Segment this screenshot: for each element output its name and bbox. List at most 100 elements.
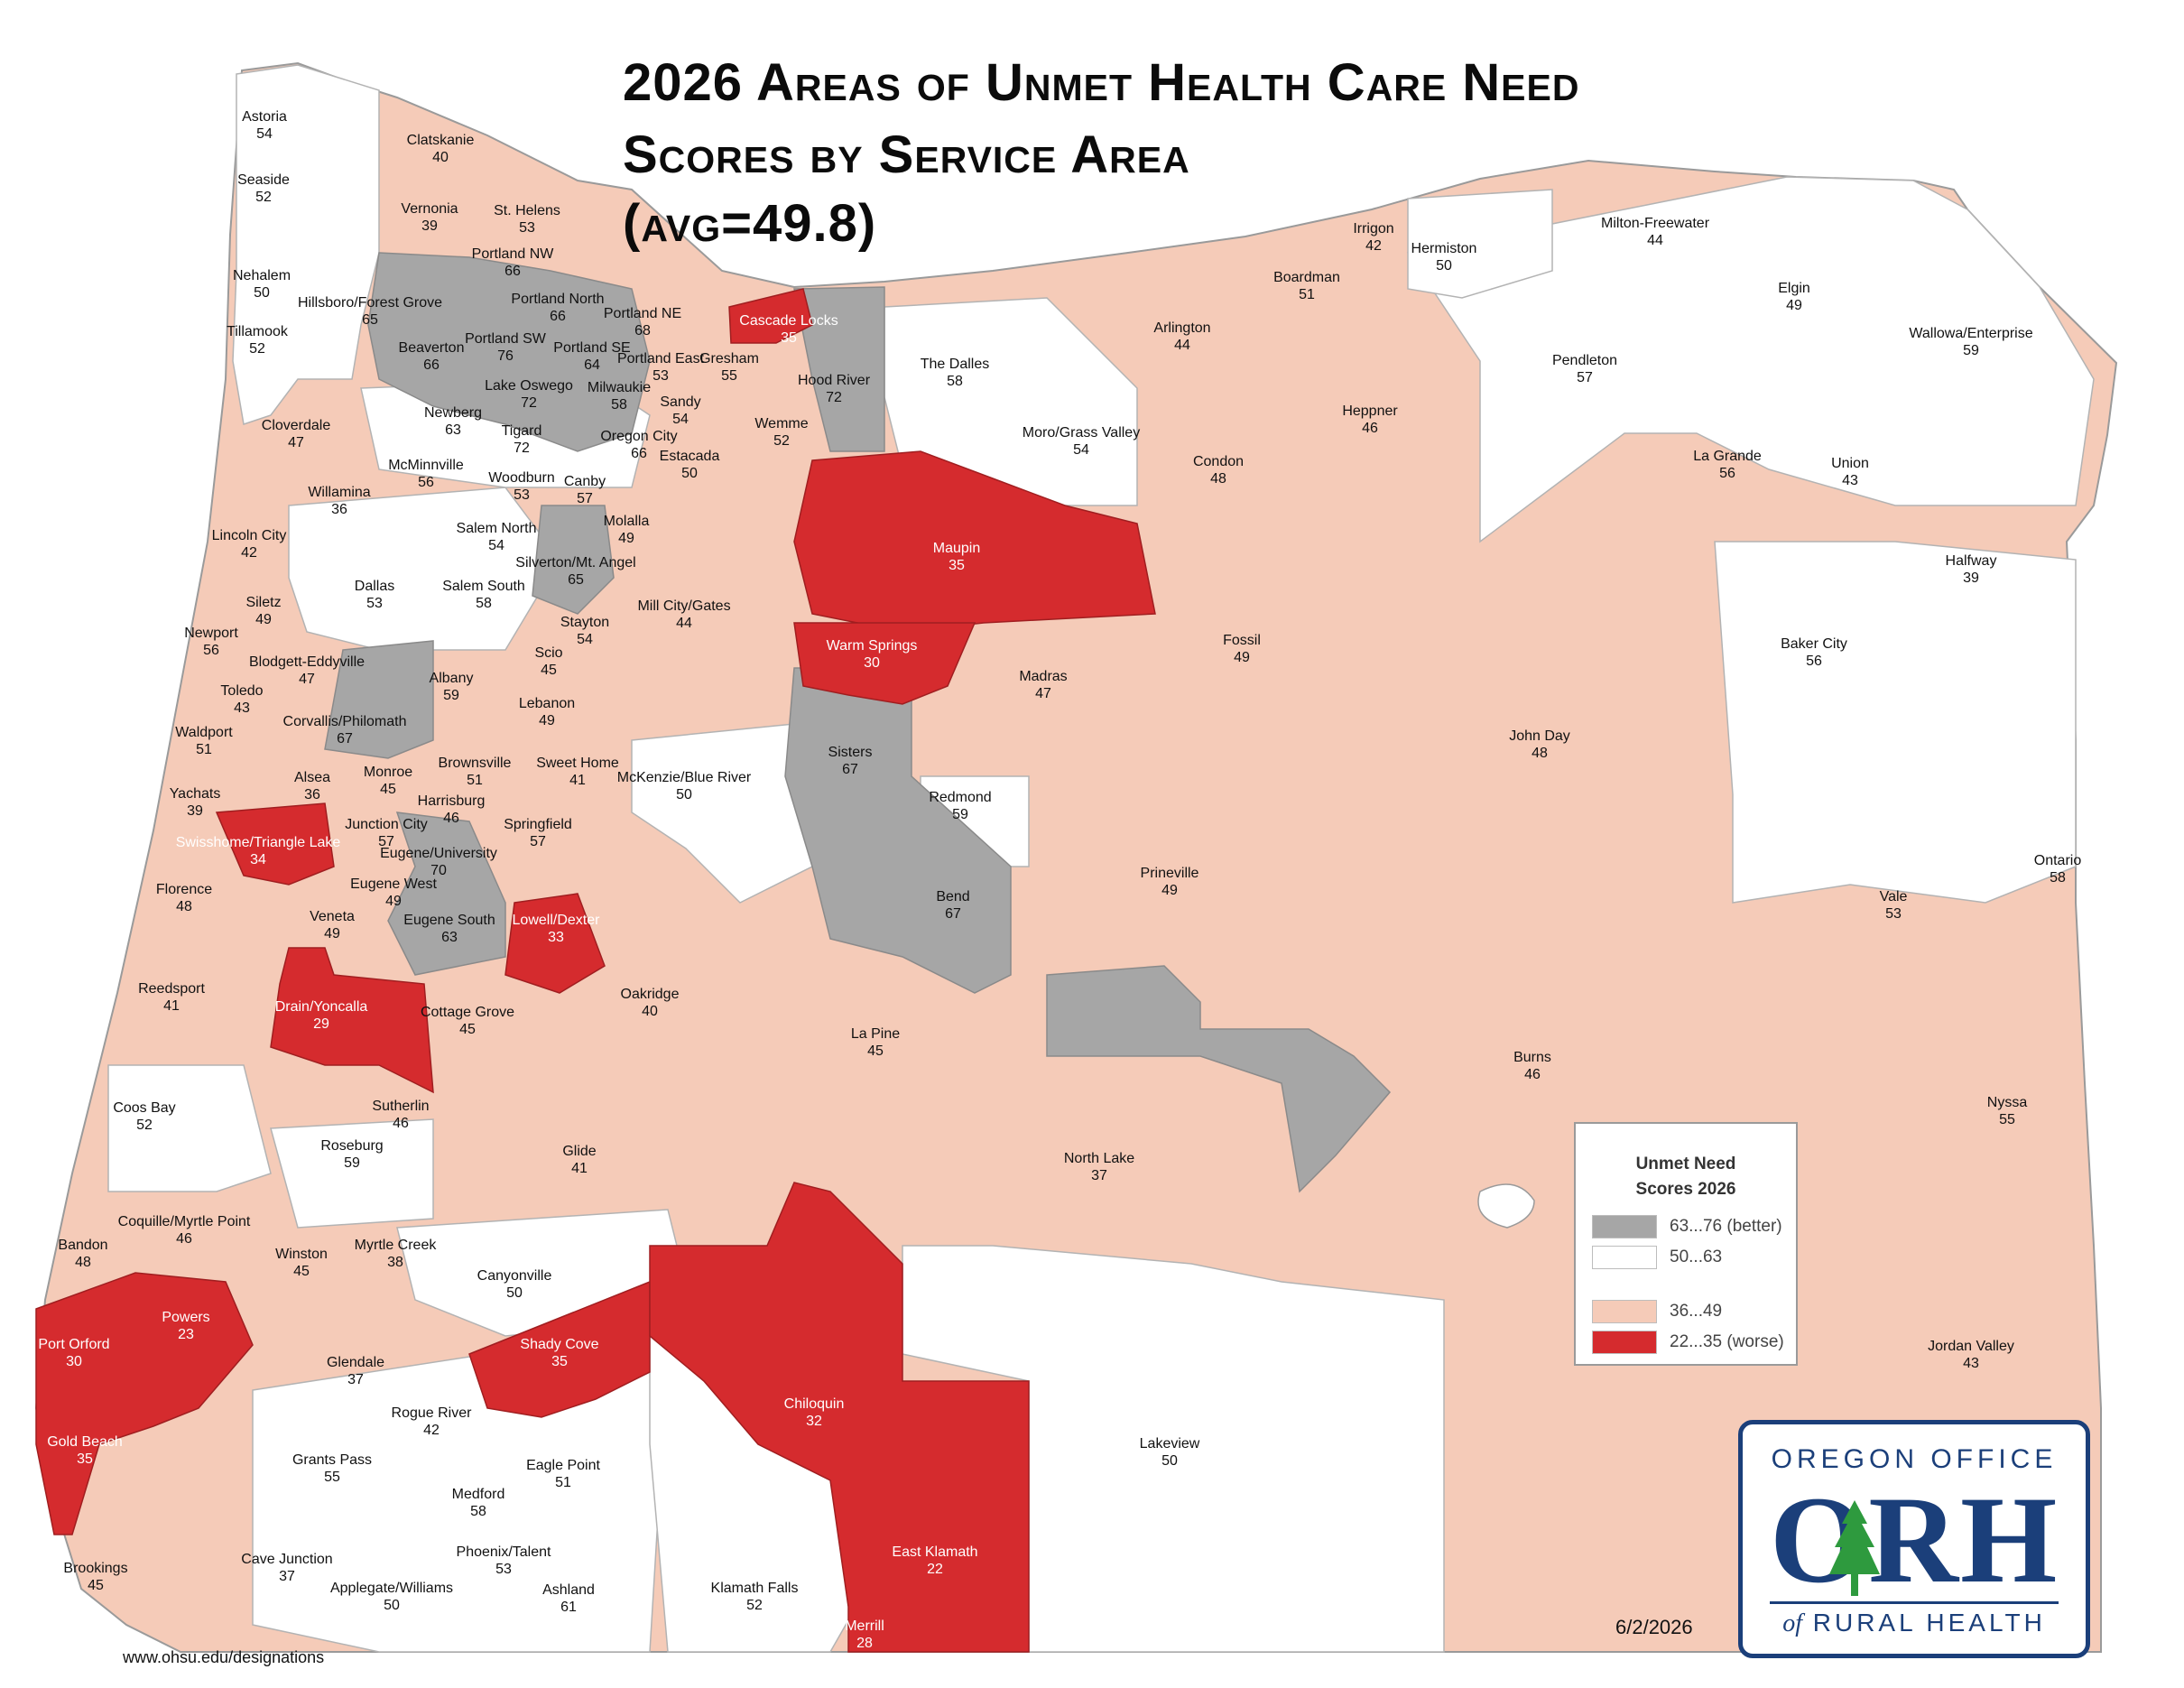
- area-score: 47: [299, 672, 315, 687]
- area-score: 54: [1073, 442, 1089, 458]
- area-label: Moro/Grass Valley 54: [1023, 424, 1140, 459]
- area-name: Lakeview: [1139, 1436, 1200, 1451]
- area-score: 48: [1210, 471, 1226, 487]
- area-name: Moro/Grass Valley: [1022, 425, 1141, 441]
- area-label: Sutherlin 46: [372, 1098, 429, 1132]
- area-label: Blodgett-Eddyville 47: [249, 654, 365, 688]
- map-title-line-1: 2026 Areas of Unmet Health Care Need: [623, 53, 1580, 112]
- area-label: Eugene South 63: [403, 912, 495, 946]
- area-score: 35: [551, 1354, 568, 1369]
- area-label: Coquille/Myrtle Point 46: [118, 1213, 251, 1247]
- area-score: 39: [421, 218, 438, 234]
- area-score: 42: [241, 545, 257, 561]
- area-score: 63: [441, 930, 458, 945]
- area-name: Veneta: [310, 909, 355, 924]
- area-name: Cascade Locks: [739, 313, 838, 329]
- area-name: Corvallis/Philomath: [282, 714, 407, 729]
- area-score: 41: [163, 998, 180, 1014]
- area-label: Swisshome/Triangle Lake 34: [176, 834, 341, 868]
- area-label: Waldport 51: [175, 724, 232, 758]
- area-score: 50: [384, 1598, 400, 1613]
- area-label: Seaside 52: [237, 172, 290, 206]
- legend-swatch-low: [1592, 1300, 1657, 1323]
- area-score: 47: [288, 435, 304, 450]
- area-score: 68: [634, 323, 651, 339]
- area-label: Grants Pass 55: [292, 1451, 372, 1486]
- area-name: Gresham: [699, 351, 759, 366]
- area-score: 56: [1719, 466, 1735, 481]
- area-label: Silverton/Mt. Angel 65: [515, 554, 635, 589]
- area-name: Newport: [184, 626, 238, 641]
- area-label: Dallas 53: [355, 578, 394, 612]
- area-name: Yachats: [169, 786, 221, 802]
- area-score: 51: [196, 742, 212, 757]
- area-score: 40: [642, 1004, 658, 1019]
- area-name: Prineville: [1140, 866, 1199, 881]
- area-score: 59: [952, 807, 968, 822]
- area-label: Canby 57: [564, 473, 606, 507]
- area-score: 59: [344, 1155, 360, 1171]
- hood-river-gray-area: [793, 286, 885, 452]
- area-score: 67: [945, 906, 961, 922]
- area-name: Portland NE: [603, 306, 682, 321]
- area-score: 29: [313, 1016, 329, 1032]
- area-name: Rogue River: [391, 1405, 472, 1421]
- area-name: Alsea: [293, 770, 331, 785]
- area-score: 35: [949, 558, 965, 573]
- area-name: La Pine: [850, 1026, 901, 1042]
- area-name: Union: [1831, 456, 1869, 471]
- area-name: North Lake: [1063, 1151, 1135, 1166]
- area-name: Eugene South: [403, 913, 495, 928]
- area-name: Nyssa: [1986, 1095, 2028, 1110]
- area-score: 33: [548, 930, 564, 945]
- legend-label-low: 36...49: [1670, 1302, 1723, 1321]
- area-score: 67: [337, 731, 353, 747]
- area-score: 70: [430, 863, 447, 878]
- area-score: 52: [773, 433, 790, 449]
- area-name: Canby: [563, 474, 606, 489]
- legend-item-better: 63...76 (better): [1592, 1214, 1782, 1239]
- area-name: Beaverton: [398, 340, 465, 356]
- area-label: Pendleton 57: [1552, 352, 1617, 386]
- area-name: Vale: [1879, 889, 1908, 904]
- area-score: 49: [255, 612, 272, 627]
- area-label: Irrigon 42: [1353, 220, 1393, 255]
- area-name: Oakridge: [620, 987, 680, 1002]
- area-score: 59: [443, 688, 459, 703]
- area-name: Elgin: [1778, 281, 1810, 296]
- area-name: Florence: [155, 882, 213, 897]
- legend-title-line-1: Unmet Need: [1635, 1155, 1736, 1173]
- area-score: 32: [806, 1414, 822, 1429]
- area-name: Toledo: [220, 683, 264, 699]
- area-score: 52: [249, 341, 265, 357]
- area-name: Drain/Yoncalla: [274, 999, 368, 1015]
- area-score: 52: [136, 1118, 153, 1133]
- area-name: Hermiston: [1411, 241, 1477, 256]
- area-label: Junction City 57: [345, 816, 428, 850]
- area-label: Lowell/Dexter 33: [513, 912, 600, 946]
- area-score: 53: [652, 368, 669, 384]
- area-label: Powers 23: [162, 1309, 209, 1343]
- area-score: 45: [867, 1043, 884, 1059]
- area-score: 48: [75, 1255, 91, 1270]
- area-name: Harrisburg: [417, 793, 486, 809]
- area-score: 49: [385, 894, 402, 909]
- area-score: 56: [418, 475, 434, 490]
- area-label: Molalla 49: [604, 513, 650, 547]
- area-score: 46: [176, 1231, 192, 1247]
- area-name: Newberg: [423, 405, 483, 421]
- area-label: Alsea 36: [294, 769, 330, 803]
- area-score: 64: [584, 357, 600, 373]
- legend-label-worse: 22...35 (worse): [1670, 1332, 1784, 1351]
- area-label: Eugene West 49: [350, 876, 437, 910]
- area-label: Jordan Valley 43: [1928, 1338, 2014, 1372]
- area-name: Phoenix/Talent: [456, 1544, 551, 1560]
- area-label: Applegate/Williams 50: [330, 1580, 453, 1614]
- area-score: 72: [826, 390, 842, 405]
- area-label: Mill City/Gates 44: [637, 598, 730, 632]
- area-score: 55: [324, 1470, 340, 1485]
- legend-item-neutral: 50...63: [1592, 1245, 1722, 1270]
- area-name: John Day: [1509, 728, 1570, 744]
- area-label: Ontario 58: [2034, 852, 2081, 886]
- area-score: 48: [176, 899, 192, 914]
